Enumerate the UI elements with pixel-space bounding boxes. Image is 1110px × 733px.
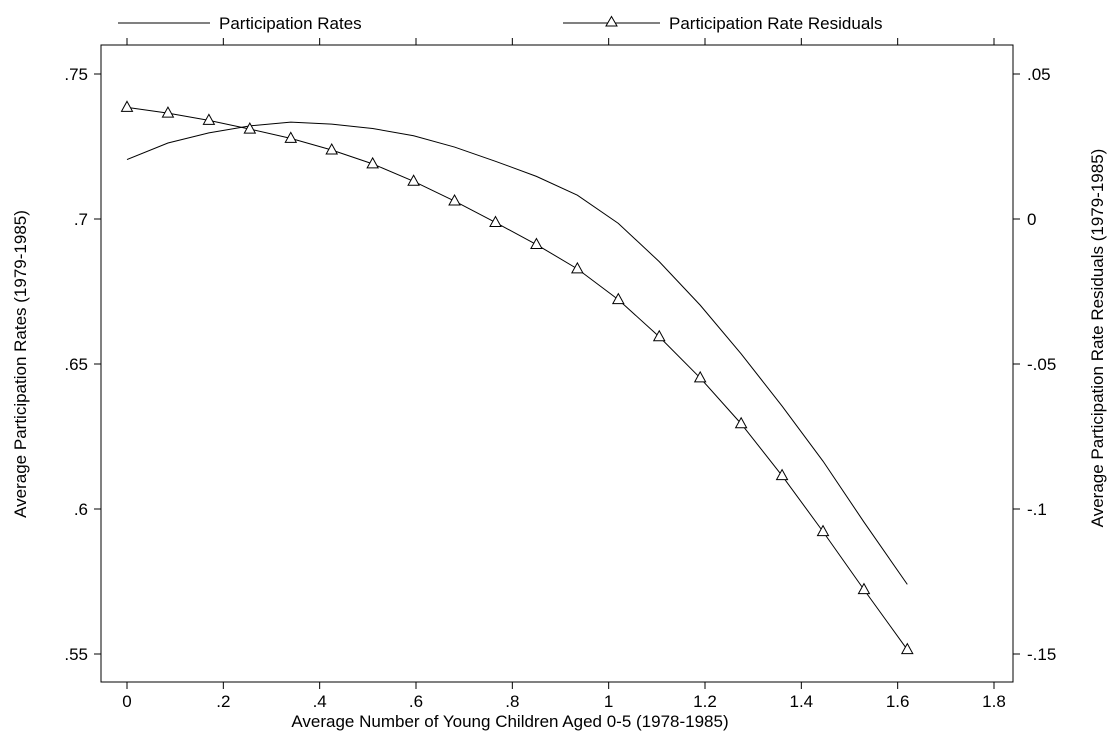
data-point-triangle xyxy=(366,156,379,169)
y-right-tick-label: .05 xyxy=(1027,65,1051,84)
x-tick-label: 1.2 xyxy=(693,692,717,711)
data-point-triangle xyxy=(775,468,789,481)
data-point-triangle xyxy=(734,416,748,429)
data-point-triangle xyxy=(407,174,420,186)
data-point-triangle xyxy=(857,582,871,595)
data-point-triangle xyxy=(693,370,707,383)
series-line-participation-rate-residuals xyxy=(126,106,908,650)
y-right-tick-label: 0 xyxy=(1027,210,1036,229)
y-left-tick-label: .65 xyxy=(64,355,88,374)
y-right-axis-ticks: -.15 -.1 -.05 0 .05 xyxy=(1013,65,1056,664)
y-right-tick-label: -.05 xyxy=(1027,355,1056,374)
data-point-triangle xyxy=(202,113,216,125)
data-point-triangle xyxy=(243,122,257,134)
y-left-tick-label: .75 xyxy=(64,65,88,84)
x-tick-label: 0 xyxy=(122,692,131,711)
x-axis-title: Average Number of Young Children Aged 0-… xyxy=(291,712,728,731)
x-tick-label: .8 xyxy=(505,692,519,711)
x-axis-ticks: 0 .2 .4 .6 .8 1 1.2 1.4 1.6 1.8 xyxy=(122,38,1006,711)
y-right-tick-label: -.1 xyxy=(1027,500,1047,519)
data-point-triangle xyxy=(530,237,543,250)
legend-marker-triangle xyxy=(605,15,618,27)
y-right-tick-label: -.15 xyxy=(1027,645,1056,664)
data-point-triangle xyxy=(284,131,298,143)
data-point-triangle xyxy=(448,193,461,206)
data-point-triangle xyxy=(120,100,134,112)
y-left-tick-label: .55 xyxy=(64,645,88,664)
series-line-participation-rates xyxy=(126,121,908,585)
data-point-triangle xyxy=(571,261,584,274)
y-left-axis-title: Average Participation Rates (1979-1985) xyxy=(11,210,30,518)
x-tick-label: 1 xyxy=(604,692,613,711)
data-point-triangle xyxy=(652,329,666,342)
y-right-axis-title: Average Participation Rate Residuals (19… xyxy=(1088,149,1107,528)
y-left-axis-ticks: .55 .6 .65 .7 .75 xyxy=(64,65,101,664)
legend-label-participation-rates: Participation Rates xyxy=(219,14,362,33)
data-point-triangle xyxy=(816,524,830,537)
x-tick-label: 1.8 xyxy=(982,692,1006,711)
data-point-triangle xyxy=(161,106,175,118)
data-point-triangle xyxy=(611,292,625,305)
series-layer xyxy=(120,100,914,655)
plot-frame xyxy=(100,44,1014,683)
x-tick-label: 1.4 xyxy=(790,692,814,711)
y-left-tick-label: .6 xyxy=(74,500,88,519)
x-tick-label: .2 xyxy=(216,692,230,711)
data-point-triangle xyxy=(900,642,914,655)
legend-label-participation-rate-residuals: Participation Rate Residuals xyxy=(669,14,883,33)
y-left-tick-label: .7 xyxy=(74,210,88,229)
data-point-triangle xyxy=(325,142,339,155)
legend: Participation Rates Participation Rate R… xyxy=(118,14,883,33)
x-tick-label: 1.6 xyxy=(886,692,910,711)
x-tick-label: .4 xyxy=(313,692,327,711)
data-point-triangle xyxy=(489,215,502,227)
x-tick-label: .6 xyxy=(409,692,423,711)
